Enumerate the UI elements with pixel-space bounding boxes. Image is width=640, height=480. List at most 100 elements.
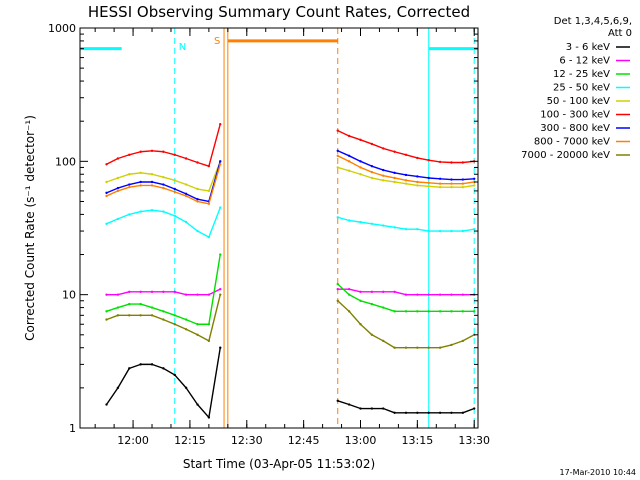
series-point-0-12: [347, 403, 351, 406]
series-point-8-19: [427, 346, 430, 349]
series-point-4-14: [370, 176, 374, 180]
series-point-5-17: [404, 153, 408, 156]
series-point-5-9: [207, 164, 211, 168]
series-point-2-3: [139, 302, 142, 306]
series-point-5-10: [219, 122, 222, 126]
series-point-1-22: [461, 293, 465, 296]
series-point-3-3: [139, 210, 142, 213]
legend-label-5: 100 - 300 keV: [540, 110, 610, 121]
series-point-7-11: [336, 154, 339, 158]
legend-label-3: 25 - 50 keV: [553, 83, 610, 94]
series-point-8-17: [404, 346, 408, 349]
series-point-4-22: [461, 185, 465, 189]
series-point-0-21: [450, 411, 453, 415]
series-point-3-8: [196, 229, 199, 233]
series-point-2-4: [150, 306, 154, 309]
series-line-8-0: [106, 294, 221, 342]
series-point-0-5: [162, 367, 165, 370]
series-point-2-16: [393, 310, 396, 313]
series-point-6-14: [370, 164, 374, 168]
series-point-4-0: [105, 180, 108, 184]
series-point-4-2: [128, 173, 131, 176]
legend-label-1: 6 - 12 keV: [559, 56, 610, 67]
series-point-3-12: [347, 219, 351, 222]
series-point-0-13: [359, 407, 362, 410]
series-point-3-19: [427, 229, 430, 233]
series-point-3-4: [150, 209, 154, 212]
series-point-3-22: [461, 229, 465, 233]
series-point-2-21: [450, 310, 453, 313]
series-point-3-6: [173, 214, 176, 218]
y-axis-title: Corrected Count Rate (s⁻¹ detector⁻¹): [23, 115, 37, 341]
series-point-4-5: [162, 176, 165, 179]
series-point-6-8: [196, 198, 199, 201]
series-point-2-5: [162, 310, 165, 313]
series-point-8-14: [370, 333, 374, 336]
series-0: [105, 346, 476, 419]
series-point-3-15: [382, 224, 385, 227]
saa-label: S: [214, 36, 220, 47]
series-point-1-21: [450, 293, 453, 296]
series-point-5-20: [438, 160, 442, 164]
series-point-4-12: [347, 169, 351, 172]
series-point-8-8: [196, 333, 199, 336]
series-5: [105, 122, 476, 168]
series-point-1-7: [184, 293, 188, 296]
series-point-8-15: [382, 339, 385, 343]
series-3: [105, 206, 476, 239]
series-point-3-14: [370, 222, 374, 225]
series-point-4-1: [116, 176, 120, 180]
legend: Det 1,3,4,5,6,9,Att 0 3 - 6 keV 6 - 12 keV…: [521, 16, 632, 161]
series-point-0-3: [139, 363, 142, 366]
series-point-8-21: [450, 343, 453, 347]
series-point-4-17: [404, 182, 408, 185]
series-point-5-2: [128, 153, 131, 156]
series-point-2-6: [173, 314, 176, 317]
series-point-4-19: [427, 185, 430, 188]
series-point-5-13: [359, 138, 362, 142]
series-line-6-0: [106, 161, 221, 203]
series-point-2-17: [404, 310, 408, 313]
legend-header-1: Att 0: [608, 28, 632, 39]
series-point-7-16: [393, 176, 396, 180]
legend-label-4: 50 - 100 keV: [547, 96, 611, 107]
series-point-8-2: [128, 314, 131, 317]
text-layer: HESSI Observing Summary Count Rates, Cor…: [23, 3, 636, 477]
series-point-2-15: [382, 306, 385, 309]
series-point-5-0: [105, 163, 108, 166]
series-point-6-13: [359, 160, 362, 163]
series-point-6-7: [184, 192, 188, 196]
series-1: [105, 287, 476, 296]
series-point-8-0: [105, 318, 108, 321]
x-tick-label-5: 13:15: [402, 434, 434, 447]
series-point-6-5: [162, 183, 165, 186]
series-point-5-18: [416, 156, 419, 160]
series-point-6-12: [347, 154, 351, 158]
series-point-0-2: [128, 367, 131, 370]
series-point-6-20: [438, 177, 442, 180]
series-point-6-15: [382, 168, 385, 172]
series-point-5-22: [461, 161, 465, 164]
series-point-1-17: [404, 293, 408, 296]
series-point-4-13: [359, 173, 362, 176]
series-point-3-20: [438, 229, 442, 233]
series-point-3-23: [473, 227, 476, 231]
legend-header-0: Det 1,3,4,5,6,9,: [554, 16, 632, 27]
series-point-8-13: [359, 323, 362, 326]
series-point-5-14: [370, 142, 374, 146]
ticks-layer: 1 10 100 1000 12:00 12:15 12:30 12:45 13:00 13:15…: [48, 22, 490, 447]
series-point-1-11: [336, 287, 339, 291]
series-line-5-1: [337, 129, 475, 164]
series-point-1-9: [207, 293, 211, 296]
series-point-6-18: [416, 175, 419, 178]
series-point-7-22: [461, 182, 465, 185]
series-point-0-16: [393, 411, 396, 415]
series-point-3-2: [128, 213, 131, 216]
series-point-4-23: [473, 184, 476, 187]
series-point-7-9: [207, 202, 211, 206]
series-point-3-17: [404, 227, 408, 231]
x-tick-label-0: 12:00: [117, 434, 149, 447]
series-point-1-20: [438, 293, 442, 296]
series-point-5-11: [336, 129, 339, 132]
